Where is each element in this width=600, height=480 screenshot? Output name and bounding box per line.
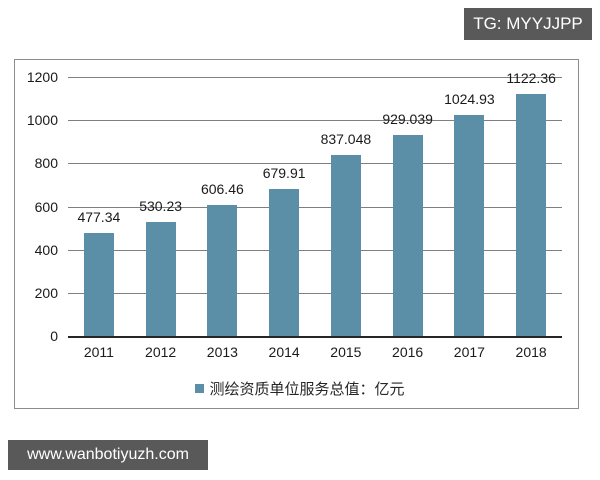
legend-swatch-icon [195, 384, 205, 393]
watermark-bottom: www.wanbotiyuzh.com [8, 440, 208, 470]
chart-frame [14, 59, 579, 409]
chart-legend: 测绘资质单位服务总值：亿元 [0, 378, 600, 399]
legend-label: 测绘资质单位服务总值：亿元 [209, 380, 405, 398]
watermark-top: TG: MYYJJPP [464, 8, 592, 40]
